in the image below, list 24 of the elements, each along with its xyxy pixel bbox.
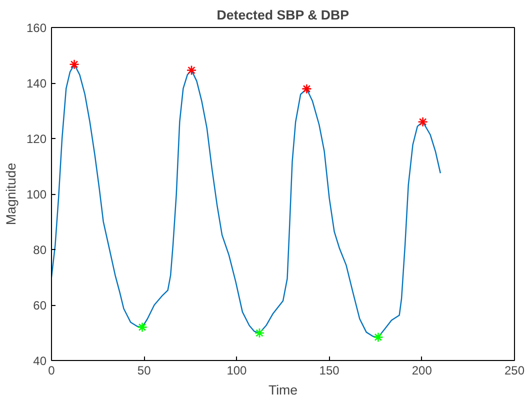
y-tick-label: 100	[26, 188, 47, 202]
point	[69, 59, 80, 70]
chart-title: Detected SBP & DBP	[216, 8, 350, 22]
x-tick-label: 200	[412, 364, 432, 378]
y-tick-label: 60	[33, 298, 47, 312]
y-tick-label: 140	[26, 76, 47, 90]
y-tick-label: 80	[33, 243, 47, 257]
y-tick-label: 160	[26, 21, 47, 35]
y-tick-label: 120	[26, 132, 47, 146]
point	[186, 65, 197, 76]
x-tick-label: 0	[48, 364, 56, 378]
y-tick-label: 40	[33, 354, 47, 368]
point	[418, 116, 428, 127]
x-tick-label: 150	[319, 364, 340, 378]
point	[137, 322, 148, 332]
x-tick-label: 250	[504, 364, 525, 378]
x-tick-label: 100	[226, 364, 248, 378]
point	[373, 332, 384, 342]
line-series	[52, 64, 442, 338]
point	[254, 328, 265, 338]
y-axis-title: Magnitude	[3, 162, 18, 226]
x-axis-title: Time	[268, 382, 298, 398]
x-tick-label: 50	[137, 364, 152, 378]
point	[302, 84, 312, 94]
